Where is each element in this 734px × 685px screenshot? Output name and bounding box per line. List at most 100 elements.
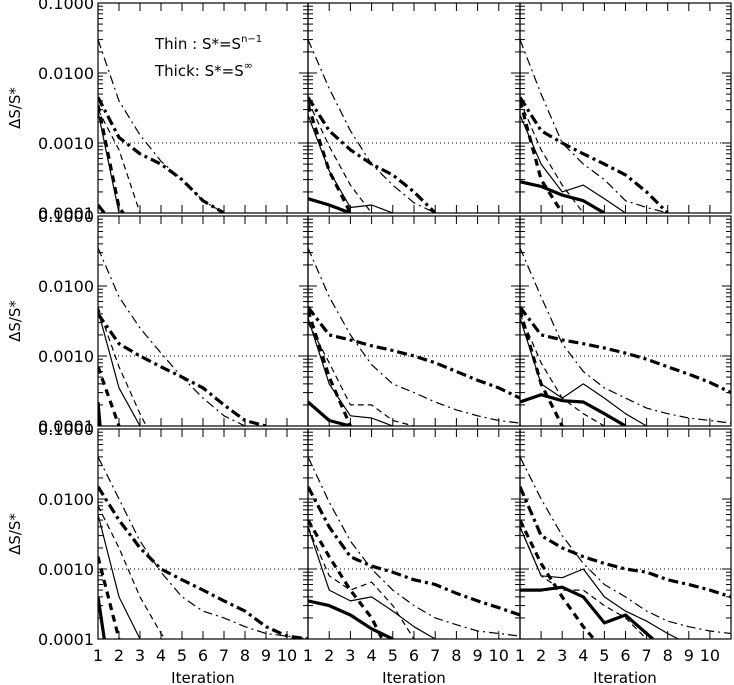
series-line-thick-dashed xyxy=(520,519,596,639)
x-tick-label: 8 xyxy=(451,646,461,665)
series-line-thick-solid xyxy=(520,585,654,639)
x-tick-label: 3 xyxy=(557,646,567,665)
series-line-thin-solid xyxy=(520,526,679,639)
panel-frames xyxy=(97,2,732,640)
x-tick-label: 1 xyxy=(303,646,313,665)
y-tick-label: 0.0010 xyxy=(38,347,94,366)
series-line-thick-dashdot xyxy=(520,96,669,213)
series-line-thin-dashed xyxy=(308,526,415,639)
series-line-thick-dashed xyxy=(98,556,121,639)
x-tick-label: 10 xyxy=(489,646,509,665)
series-line-thin-dashdot xyxy=(308,456,520,637)
x-tick-label: 4 xyxy=(367,646,377,665)
series-line-thick-dashdot xyxy=(308,306,520,400)
series-line-thin-dashed xyxy=(308,100,373,213)
series-line-thick-dashdot xyxy=(98,96,225,213)
series-line-thick-dashed xyxy=(98,104,125,213)
legend-thin-sup: n−1 xyxy=(241,34,262,45)
x-tick-label: 10 xyxy=(277,646,297,665)
x-tick-label: 7 xyxy=(219,646,229,665)
series-line-thin-dashed xyxy=(98,306,147,426)
series-line-thin-dashdot xyxy=(98,456,308,639)
series-line-thin-dashed xyxy=(520,526,648,639)
series-line-thick-solid xyxy=(520,180,606,213)
x-tick-label: 2 xyxy=(324,646,334,665)
series-line-thick-dashed xyxy=(308,104,352,213)
series-line-thin-dashdot xyxy=(308,247,520,424)
x-tick-label: 3 xyxy=(345,646,355,665)
series-line-thin-solid xyxy=(308,317,394,426)
ylabel-row-1: ΔS/S* xyxy=(6,87,24,129)
x-tick-label: 7 xyxy=(642,646,652,665)
x-tick-label: 5 xyxy=(177,646,187,665)
x-tick-label: 3 xyxy=(135,646,145,665)
y-tick-label: 0.0001 xyxy=(38,630,94,649)
x-tick-label: 8 xyxy=(240,646,250,665)
series-line-thick-dashed xyxy=(520,309,564,426)
panel-frame xyxy=(519,428,732,640)
x-tick-label: 1 xyxy=(93,646,103,665)
series-line-thin-solid xyxy=(98,310,141,426)
panel-frame xyxy=(307,215,521,427)
y-tick-label: 0.1000 xyxy=(38,207,94,226)
y-tick-label: 0.0001 xyxy=(38,417,94,436)
series-line-thick-dashed xyxy=(308,519,384,639)
x-tick-label: 5 xyxy=(599,646,609,665)
x-tick-label: 9 xyxy=(261,646,271,665)
xlabel-col-2: Iteration xyxy=(382,669,446,685)
x-tick-label: 9 xyxy=(684,646,694,665)
series-line-thin-solid xyxy=(98,111,120,213)
tick-marks xyxy=(97,3,731,640)
x-tick-label: 1 xyxy=(515,646,525,665)
legend-thick: Thick: S*=S∞ xyxy=(154,59,253,80)
x-tick-label: 4 xyxy=(156,646,166,665)
x-tick-label: 8 xyxy=(663,646,673,665)
y-tick-label: 0.0001 xyxy=(38,204,94,223)
series-line-thin-solid xyxy=(520,114,626,213)
y-tick-label: 0.0100 xyxy=(38,277,94,296)
y-tick-label: 0.0010 xyxy=(38,134,94,153)
y-tick-label: 0.1000 xyxy=(38,420,94,439)
panel-frame xyxy=(97,215,309,427)
tick-labels: 0.10000.01000.00100.00010.10000.01000.00… xyxy=(38,0,720,665)
series-line-thin-dashdot xyxy=(308,39,436,213)
series-line-thick-dashdot xyxy=(520,486,731,599)
x-tick-label: 6 xyxy=(620,646,630,665)
series-line-thin-dashed xyxy=(308,322,415,426)
series-line-thick-dashdot xyxy=(98,485,308,639)
x-tick-label: 2 xyxy=(114,646,124,665)
x-tick-label: 6 xyxy=(198,646,208,665)
x-tick-label: 6 xyxy=(409,646,419,665)
y-tick-label: 0.0010 xyxy=(38,560,94,579)
xlabel-col-3: Iteration xyxy=(593,669,657,685)
series-line-thick-dashed xyxy=(520,100,564,213)
reference-lines xyxy=(98,142,731,570)
xlabel-col-1: Iteration xyxy=(171,669,235,685)
series-line-thick-dashdot xyxy=(520,306,731,395)
series-line-thick-dashdot xyxy=(308,96,437,213)
legend-thin: Thin : S*=Sn−1 xyxy=(154,34,262,53)
series-line-thin-solid xyxy=(308,526,436,639)
series-line-thick-dashed xyxy=(98,366,121,426)
x-tick-label: 10 xyxy=(700,646,720,665)
legend-thick-label: Thick xyxy=(154,62,195,80)
ylabel-row-3: ΔS/S* xyxy=(6,513,24,555)
series-line-thick-dashdot xyxy=(308,485,520,617)
legend-thin-rhs: S xyxy=(232,35,242,53)
legend-thick-sup: ∞ xyxy=(244,59,253,72)
series-line-thin-dashed xyxy=(98,109,141,213)
x-tick-label: 4 xyxy=(578,646,588,665)
legend-thin-label: Thin xyxy=(154,35,187,53)
x-tick-label: 5 xyxy=(388,646,398,665)
legend-thick-rhs: S xyxy=(234,62,244,80)
panel-frame xyxy=(519,2,732,214)
legend-thick-lhs: S* xyxy=(205,62,223,80)
legend-thin-lhs: S* xyxy=(202,35,220,53)
series-line-thin-dashed xyxy=(98,505,166,639)
panel-frame xyxy=(307,2,521,214)
series-line-thin-dashdot xyxy=(520,456,731,635)
y-tick-label: 0.1000 xyxy=(38,0,94,13)
panel-frame xyxy=(307,428,521,640)
series-line-thin-dashed xyxy=(520,313,605,426)
